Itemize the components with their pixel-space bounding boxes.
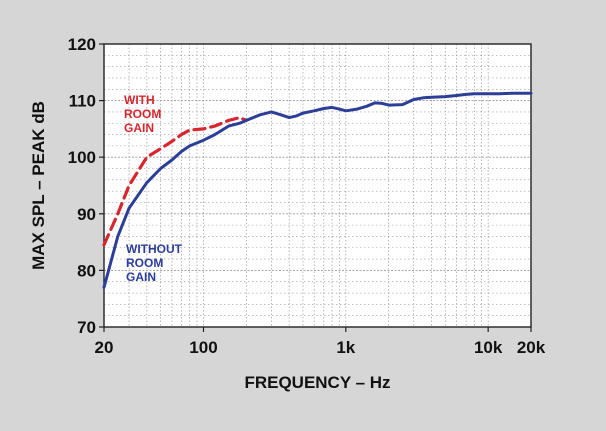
plot-frame — [103, 43, 532, 328]
y-tick-label: 90 — [77, 205, 96, 224]
x-axis-ticks: 20 100 1k 10k 20k — [95, 327, 546, 357]
series-line — [102, 116, 248, 247]
series-label: WITHOUT — [126, 242, 183, 256]
series-line — [102, 91, 533, 289]
x-tick-label: 1k — [336, 338, 355, 357]
y-axis-ticks: 70 80 90 100 110 120 — [68, 35, 104, 337]
y-tick-label: 80 — [77, 261, 96, 280]
x-tick-label: 20k — [517, 338, 546, 357]
y-tick-label: 100 — [68, 148, 96, 167]
x-tick-label: 10k — [474, 338, 503, 357]
x-tick-label: 20 — [95, 338, 114, 357]
y-tick-label: 110 — [69, 92, 96, 111]
series-label: ROOM — [126, 256, 163, 270]
grid-lines — [104, 44, 531, 327]
y-tick-label: 120 — [68, 35, 96, 54]
series-label: ROOM — [124, 107, 161, 121]
x-axis-label: FREQUENCY – Hz — [244, 373, 390, 392]
x-tick-label: 100 — [189, 338, 217, 357]
series-label: WITH — [124, 93, 155, 107]
y-axis-label: MAX SPL – PEAK dB — [29, 101, 48, 270]
series-label: GAIN — [126, 270, 156, 284]
series-label: GAIN — [124, 121, 154, 135]
plot-area — [104, 44, 531, 327]
y-tick-label: 70 — [77, 318, 96, 337]
